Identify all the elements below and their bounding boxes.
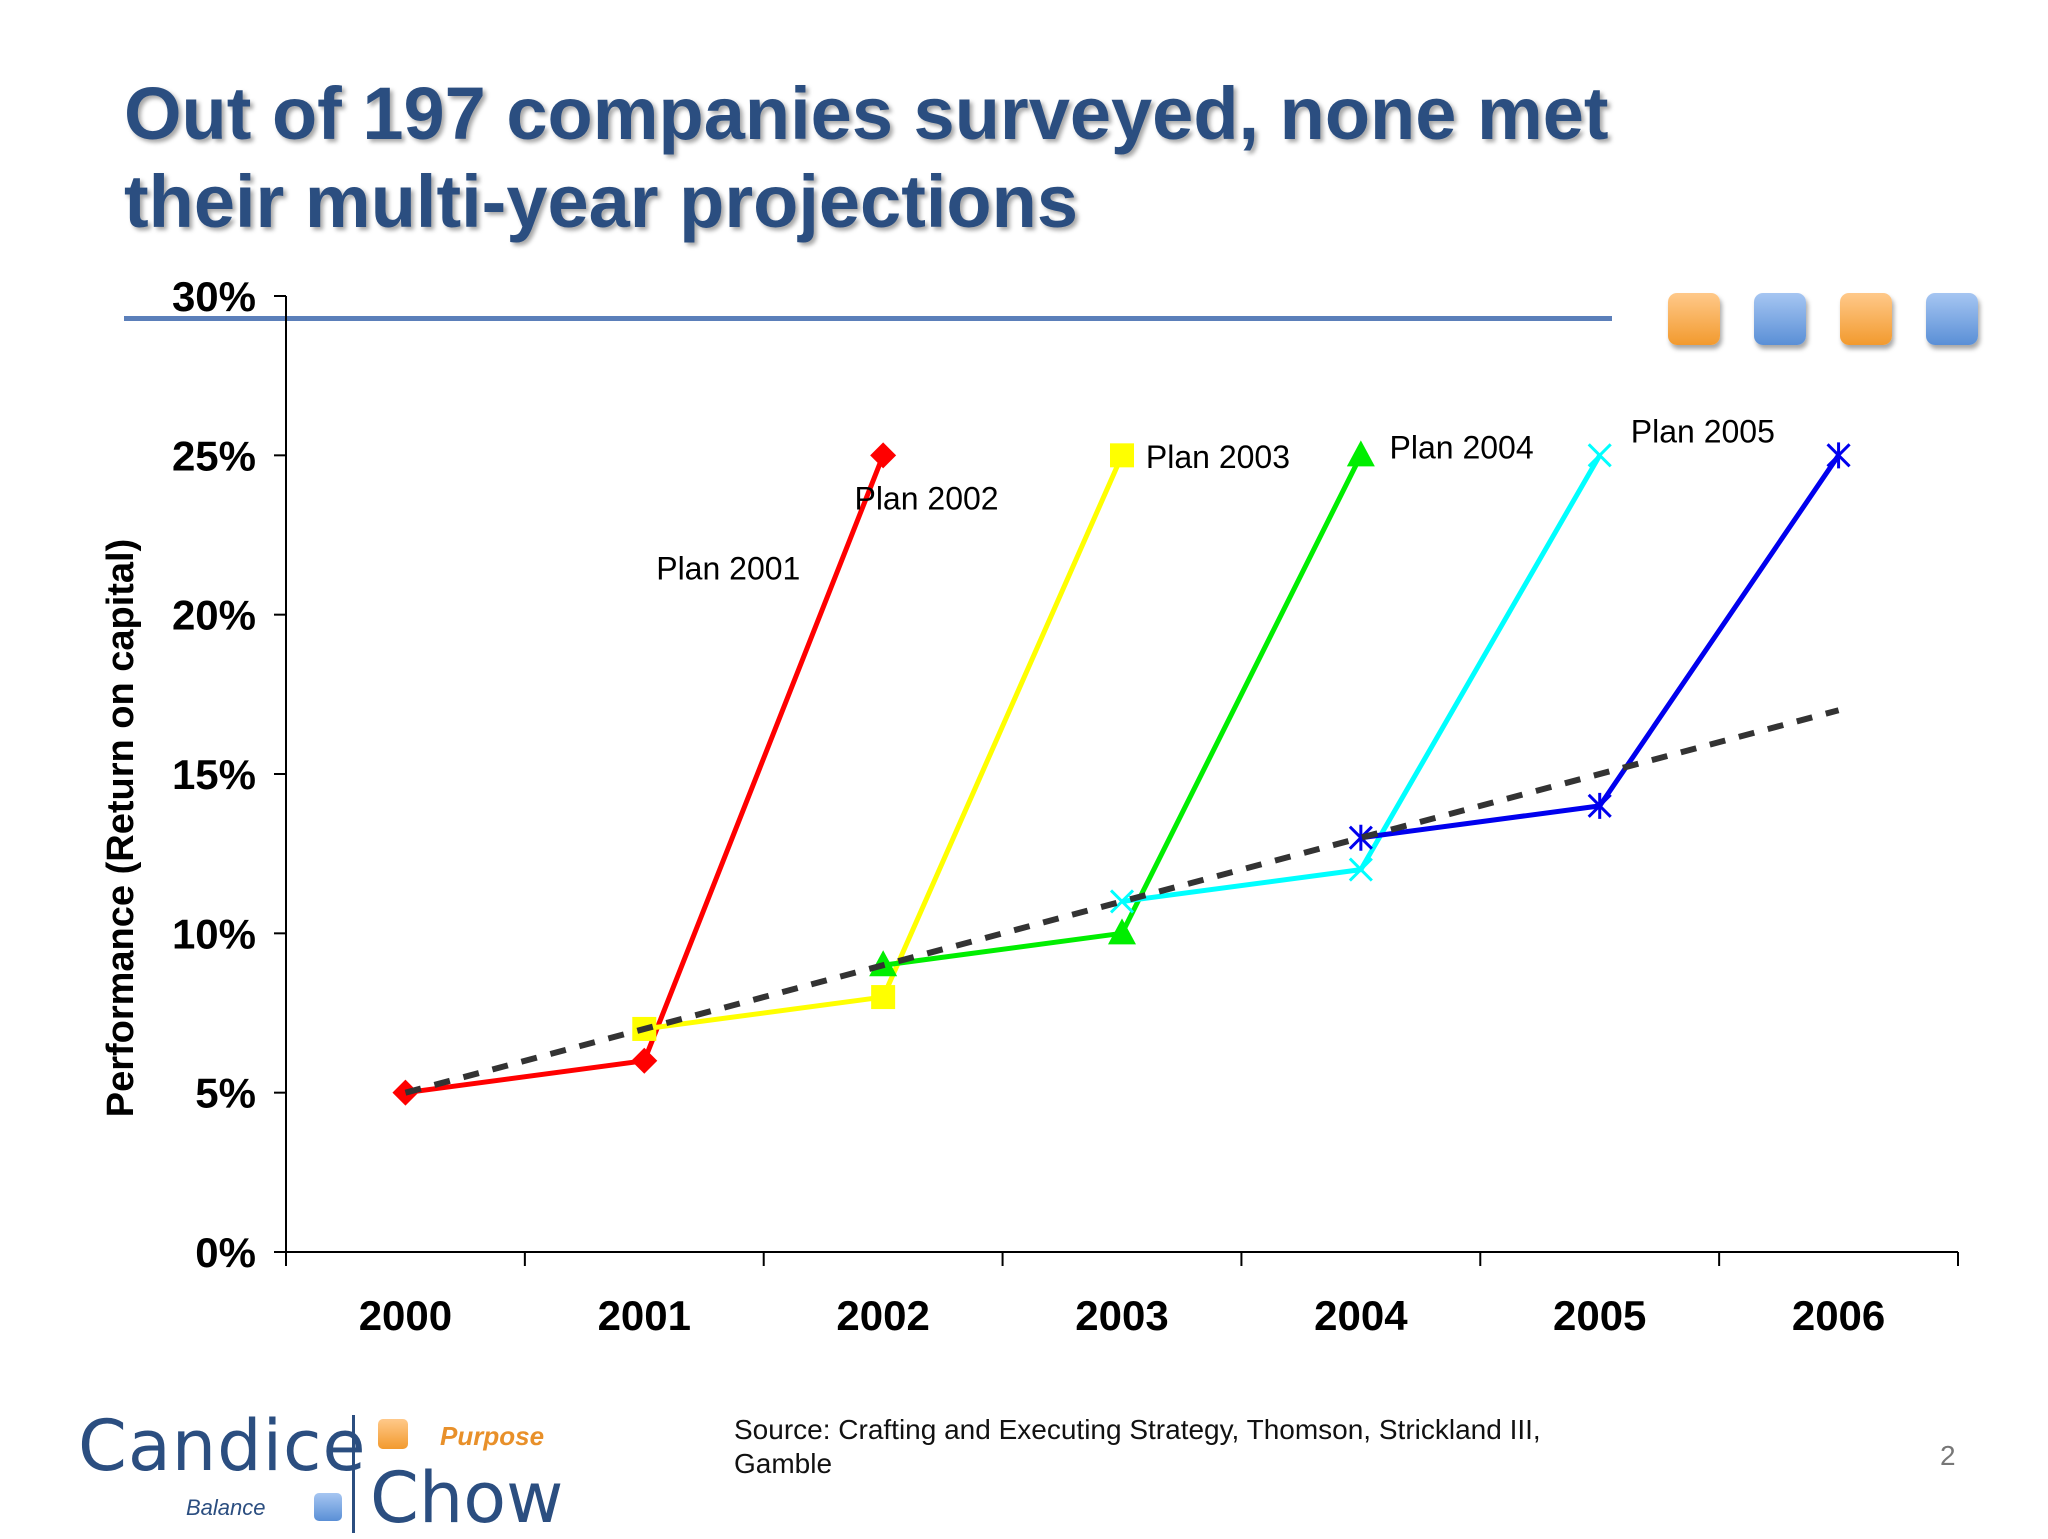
plot-area: 0% 5% 10% 15% 20% 25% 30% 2000 2001 2002 2003 2004 2…	[172, 273, 1958, 1339]
data-point	[1828, 442, 1850, 468]
series-line	[883, 455, 1361, 965]
data-point	[631, 1048, 657, 1074]
logo-square-orange-icon	[378, 1419, 408, 1449]
x-tick-label: 2003	[1075, 1292, 1168, 1339]
series-annotation: Plan 2005	[1631, 414, 1775, 450]
series-4	[1350, 442, 1850, 850]
source-line-1: Source: Crafting and Executing Strategy,…	[734, 1414, 1541, 1445]
y-tick-label: 10%	[172, 910, 256, 957]
data-point	[1347, 440, 1375, 466]
y-axis-label: Performance (Return on capital)	[100, 539, 142, 1118]
data-point	[1108, 918, 1136, 944]
x-tick-label: 2005	[1553, 1292, 1646, 1339]
logo-divider	[352, 1415, 355, 1533]
logo-tag-top: Purpose	[440, 1421, 544, 1452]
logo-tag-bottom: Balance	[186, 1495, 266, 1521]
series-annotation: Plan 2004	[1390, 430, 1534, 466]
data-point	[871, 985, 895, 1009]
series-annotation: Plan 2002	[854, 481, 998, 517]
y-tick-label: 25%	[172, 432, 256, 479]
x-tick-label: 2004	[1314, 1292, 1408, 1339]
series-2	[869, 440, 1375, 976]
data-point	[1589, 444, 1611, 466]
y-tick-label: 30%	[172, 273, 256, 320]
x-tick-label: 2001	[598, 1292, 691, 1339]
source-note: Source: Crafting and Executing Strategy,…	[734, 1413, 1634, 1481]
line-chart: Performance (Return on capital) 0% 5% 10% 1…	[0, 0, 2048, 1400]
x-tick-label: 2000	[359, 1292, 452, 1339]
x-tick-label: 2002	[836, 1292, 929, 1339]
data-point	[870, 442, 896, 468]
logo-name-left: Candice	[78, 1405, 367, 1487]
y-tick-label: 5%	[195, 1070, 256, 1117]
logo-name-right: Chow	[370, 1457, 563, 1539]
x-tick-label: 2006	[1792, 1292, 1885, 1339]
logo-square-blue-icon	[314, 1493, 342, 1521]
y-tick-label: 15%	[172, 751, 256, 798]
y-tick-label: 20%	[172, 592, 256, 639]
source-line-2: Gamble	[734, 1448, 832, 1479]
series-annotation: Plan 2003	[1146, 439, 1290, 475]
series-annotation: Plan 2001	[656, 551, 800, 587]
data-point	[1110, 443, 1134, 467]
series-line	[405, 455, 883, 1092]
page-number: 2	[1940, 1440, 1956, 1472]
series-line	[1361, 455, 1839, 837]
logo: Candice Purpose Balance Chow	[70, 1405, 590, 1535]
y-tick-label: 0%	[195, 1229, 256, 1276]
